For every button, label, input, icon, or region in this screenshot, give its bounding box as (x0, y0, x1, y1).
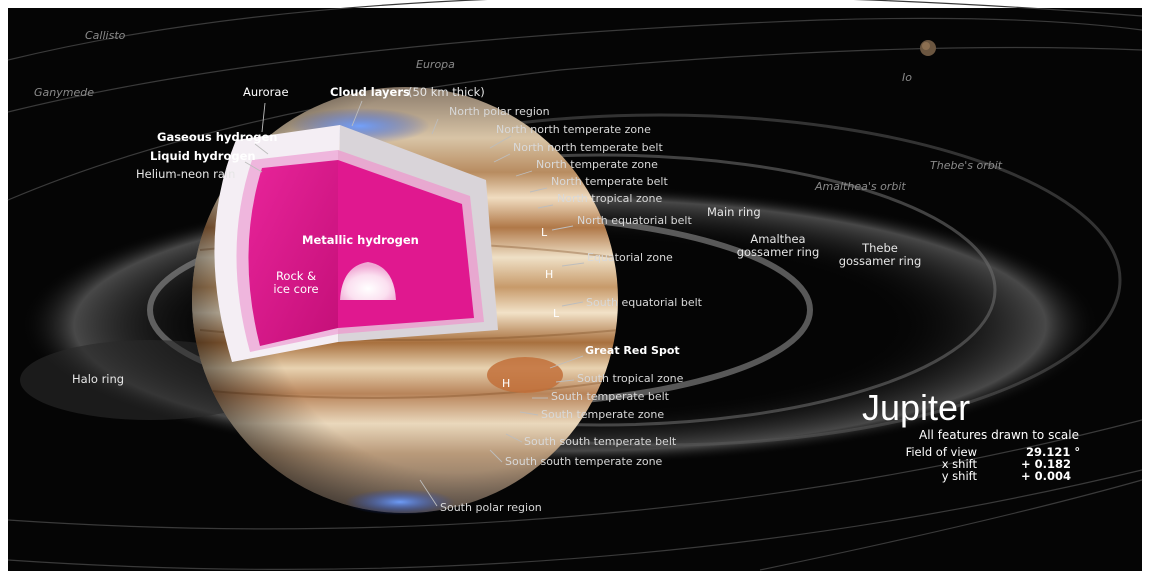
scale-note: All features drawn to scale (919, 428, 1079, 442)
nn-temperate-zone-label: North north temperate zone (496, 123, 651, 136)
s-temperate-zone-label: South temperate zone (541, 408, 664, 421)
moon-labels: Callisto Ganymede Europa Io Thebe's orbi… (34, 29, 1003, 193)
south-aurora (345, 489, 455, 515)
south-polar-region-label: South polar region (440, 501, 542, 514)
n-temperate-zone-label: North temperate zone (536, 158, 658, 171)
x-shift-label: x shift (942, 457, 978, 471)
thebe-gossamer-label-2: gossamer ring (839, 254, 922, 268)
layer-labels: Aurorae Cloud layers (50 km thick) Gaseo… (136, 85, 485, 296)
y-shift-value: + 0.004 (1021, 469, 1071, 483)
north-polar-region-label: North polar region (449, 105, 550, 118)
vortex-h2: H (502, 377, 510, 390)
thebe-orbit-label: Thebe's orbit (930, 159, 1003, 172)
vortices: L H L H (502, 226, 560, 390)
equatorial-zone-label: Equatorial zone (587, 251, 673, 264)
io-moon (920, 40, 936, 56)
moon-orbits (7, 0, 1143, 571)
halo-ring-label: Halo ring (72, 372, 124, 386)
ganymede-label: Ganymede (34, 86, 94, 99)
vortex-l1: L (541, 226, 548, 239)
y-shift-label: y shift (942, 469, 978, 483)
ss-temperate-zone-label: South south temperate zone (505, 455, 663, 468)
amalthea-orbit-label: Amalthea's orbit (814, 180, 906, 193)
gaseous-hydrogen-label: Gaseous hydrogen (157, 130, 278, 144)
metallic-hydrogen-label: Metallic hydrogen (302, 233, 419, 247)
ring-labels: Halo ring Main ring Amalthea gossamer ri… (72, 205, 921, 386)
liquid-hydrogen-label: Liquid hydrogen (150, 149, 256, 163)
core-label-1: Rock & (276, 269, 316, 283)
helium-neon-rain-label: Helium-neon rain (136, 167, 235, 181)
rock-ice-core (340, 262, 396, 300)
planet-title: Jupiter (862, 387, 970, 428)
x-shift-value: + 0.182 (1021, 457, 1071, 471)
great-red-spot-label: Great Red Spot (585, 344, 680, 357)
ss-temperate-belt-label: South south temperate belt (524, 435, 677, 448)
s-equatorial-belt-label: South equatorial belt (586, 296, 703, 309)
vortex-l2: L (553, 307, 560, 320)
nn-temperate-belt-label: North north temperate belt (513, 141, 663, 154)
title-block: Jupiter All features drawn to scale Fiel… (862, 387, 1080, 483)
europa-label: Europa (416, 58, 455, 71)
fov-value: 29.121 ° (1026, 445, 1080, 459)
n-temperate-belt-label: North temperate belt (551, 175, 668, 188)
aurorae-label: Aurorae (243, 85, 289, 99)
core-label-2: ice core (273, 282, 318, 296)
amalthea-gossamer-label-2: gossamer ring (737, 245, 820, 259)
cloud-thickness-label: (50 km thick) (408, 85, 485, 99)
thebe-gossamer-label-1: Thebe (861, 241, 898, 255)
n-equatorial-belt-label: North equatorial belt (577, 214, 692, 227)
zone-labels: North polar region North north temperate… (440, 105, 703, 514)
callisto-label: Callisto (85, 29, 126, 42)
interior-cutaway (214, 125, 498, 362)
metallic-hydrogen-layer (248, 160, 338, 346)
n-tropical-zone-label: North tropical zone (557, 192, 662, 205)
s-tropical-zone-label: South tropical zone (577, 372, 684, 385)
leader-lines (244, 100, 585, 507)
main-ring-label: Main ring (707, 205, 761, 219)
fov-label: Field of view (906, 445, 977, 459)
amalthea-gossamer-label-1: Amalthea (750, 232, 805, 246)
s-temperate-belt-label: South temperate belt (551, 390, 670, 403)
io-label: Io (902, 71, 912, 84)
vortex-h1: H (545, 268, 553, 281)
cloud-layers-label: Cloud layers (330, 85, 410, 99)
